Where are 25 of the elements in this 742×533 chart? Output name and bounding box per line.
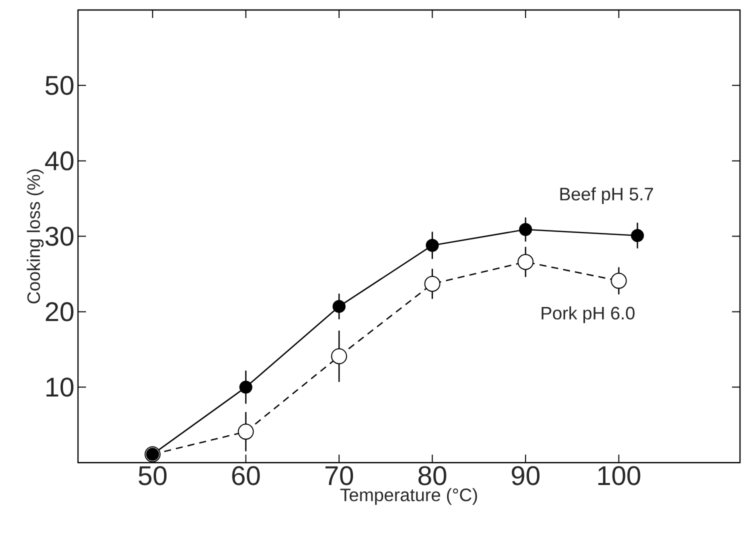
- x-tick-label: 70: [325, 466, 354, 486]
- point: [239, 380, 252, 394]
- series-label: Pork pH 6.0: [542, 306, 635, 324]
- y-tick-label: 30: [45, 226, 74, 246]
- point: [331, 348, 348, 364]
- y-tick-label: 50: [46, 76, 74, 95]
- point: [332, 300, 346, 313]
- y-axis-title: Cooking loss (%): [26, 169, 44, 304]
- point: [426, 238, 439, 252]
- x-tick-label: 100: [598, 466, 640, 486]
- y-tick-label: 40: [45, 151, 74, 170]
- x-tick-label: 60: [232, 466, 260, 486]
- x-axis-title: Temperature (°C): [340, 488, 477, 505]
- y-tick-label: 20: [46, 302, 74, 322]
- point: [519, 223, 532, 236]
- series-label: Beef pH 5.7: [560, 187, 653, 204]
- point: [610, 272, 627, 289]
- point: [630, 229, 644, 242]
- y-tick-label: 10: [46, 378, 74, 397]
- x-tick-label: 90: [512, 466, 540, 486]
- x-tick-label: 80: [418, 466, 446, 486]
- x-tick-label: 50: [138, 466, 167, 486]
- point: [518, 254, 534, 270]
- point: [424, 276, 440, 292]
- point: [238, 424, 254, 440]
